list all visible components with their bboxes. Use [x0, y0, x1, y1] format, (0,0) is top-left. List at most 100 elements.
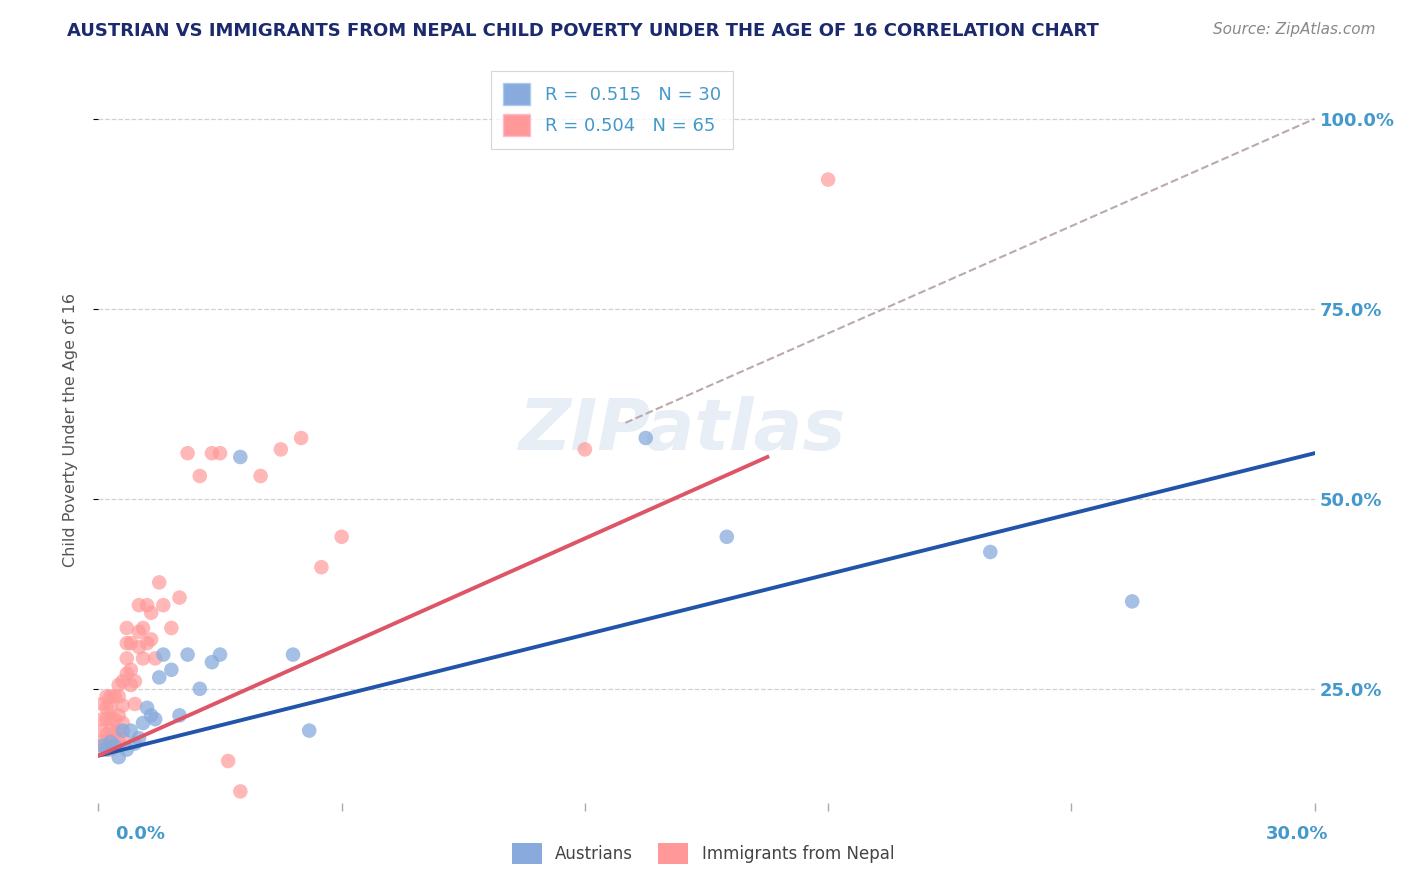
Point	[201, 446, 224, 460]
Point	[107, 708, 129, 723]
Point	[100, 735, 122, 749]
Text: Source: ZipAtlas.com: Source: ZipAtlas.com	[1212, 22, 1375, 37]
Point	[298, 723, 321, 738]
Point	[132, 651, 155, 665]
Point	[115, 742, 138, 756]
Point	[124, 674, 146, 689]
Point	[91, 723, 114, 738]
Point	[979, 545, 1001, 559]
Point	[115, 621, 138, 635]
Point	[107, 678, 129, 692]
Point	[91, 697, 114, 711]
Point	[120, 663, 142, 677]
Legend: Austrians, Immigrants from Nepal: Austrians, Immigrants from Nepal	[505, 837, 901, 871]
Point	[160, 621, 183, 635]
Point	[143, 712, 166, 726]
Point	[128, 598, 150, 612]
Point	[209, 648, 232, 662]
Point	[128, 624, 150, 639]
Point	[104, 712, 127, 726]
Point	[100, 690, 122, 704]
Point	[111, 674, 134, 689]
Point	[176, 648, 198, 662]
Point	[229, 450, 252, 464]
Point	[100, 733, 122, 747]
Point	[107, 735, 129, 749]
Point	[148, 670, 170, 684]
Point	[104, 739, 127, 753]
Point	[128, 731, 150, 746]
Point	[201, 655, 224, 669]
Point	[111, 731, 134, 746]
Point	[96, 700, 118, 714]
Point	[120, 678, 142, 692]
Point	[124, 697, 146, 711]
Point	[160, 663, 183, 677]
Text: ZIPatlas: ZIPatlas	[519, 396, 846, 465]
Point	[91, 742, 114, 756]
Point	[169, 708, 191, 723]
Point	[290, 431, 312, 445]
Point	[132, 716, 155, 731]
Point	[100, 700, 122, 714]
Point	[100, 712, 122, 726]
Point	[139, 632, 162, 647]
Point	[96, 739, 118, 753]
Point	[188, 469, 211, 483]
Point	[132, 621, 155, 635]
Text: AUSTRIAN VS IMMIGRANTS FROM NEPAL CHILD POVERTY UNDER THE AGE OF 16 CORRELATION : AUSTRIAN VS IMMIGRANTS FROM NEPAL CHILD …	[67, 22, 1099, 40]
Point	[136, 598, 159, 612]
Point	[217, 754, 239, 768]
Y-axis label: Child Poverty Under the Age of 16: Child Poverty Under the Age of 16	[63, 293, 77, 567]
Point	[311, 560, 333, 574]
Point	[91, 712, 114, 726]
Point	[136, 636, 159, 650]
Point	[330, 530, 353, 544]
Point	[96, 742, 118, 756]
Point	[91, 739, 114, 753]
Point	[120, 723, 142, 738]
Point	[115, 636, 138, 650]
Point	[104, 739, 127, 753]
Point	[281, 648, 304, 662]
Point	[111, 723, 134, 738]
Point	[104, 726, 127, 740]
Point	[120, 636, 142, 650]
Point	[152, 648, 174, 662]
Point	[209, 446, 232, 460]
Point	[91, 735, 114, 749]
Point	[634, 431, 657, 445]
Point	[107, 723, 129, 738]
Point	[817, 172, 839, 186]
Point	[136, 700, 159, 714]
Point	[111, 698, 134, 713]
Point	[115, 666, 138, 681]
Point	[270, 442, 292, 457]
Point	[107, 750, 129, 764]
Point	[169, 591, 191, 605]
Legend: R =  0.515   N = 30, R = 0.504   N = 65: R = 0.515 N = 30, R = 0.504 N = 65	[491, 70, 734, 149]
Point	[1121, 594, 1143, 608]
Point	[176, 446, 198, 460]
Point	[152, 598, 174, 612]
Point	[115, 651, 138, 665]
Point	[143, 651, 166, 665]
Text: 30.0%: 30.0%	[1267, 825, 1329, 843]
Point	[229, 784, 252, 798]
Point	[188, 681, 211, 696]
Point	[96, 727, 118, 741]
Point	[249, 469, 271, 483]
Point	[139, 708, 162, 723]
Point	[100, 742, 122, 756]
Point	[111, 716, 134, 731]
Point	[128, 640, 150, 654]
Point	[124, 737, 146, 751]
Point	[716, 530, 738, 544]
Point	[96, 712, 118, 726]
Point	[107, 690, 129, 704]
Point	[148, 575, 170, 590]
Point	[139, 606, 162, 620]
Point	[96, 690, 118, 704]
Text: 0.0%: 0.0%	[115, 825, 166, 843]
Point	[574, 442, 596, 457]
